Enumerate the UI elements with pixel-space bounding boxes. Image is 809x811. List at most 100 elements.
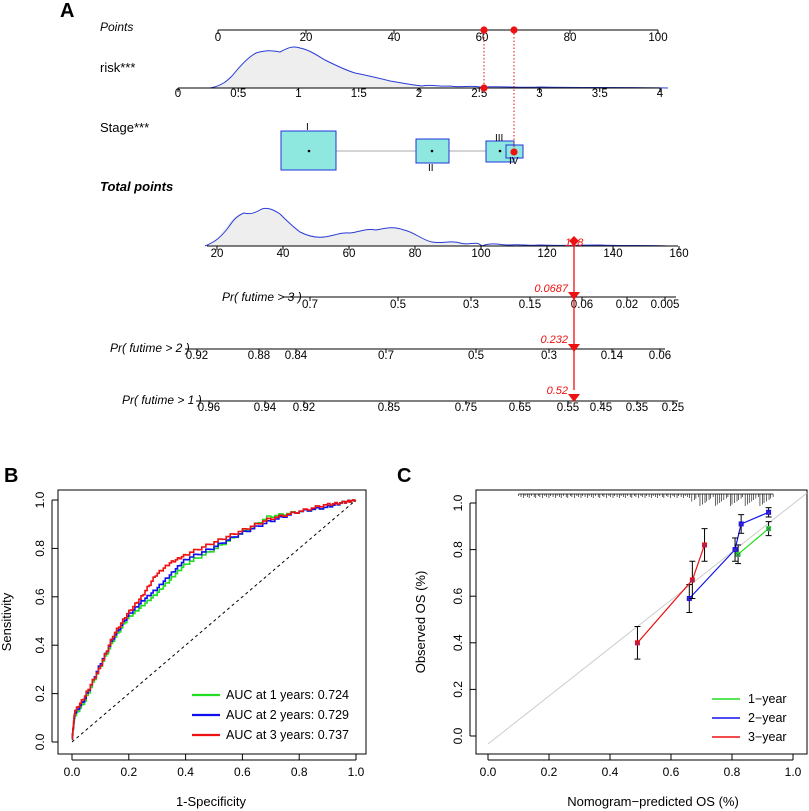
pr1-prediction: 0.52 — [547, 385, 568, 397]
calibration-point — [766, 509, 772, 515]
cal-y-tick-label: 1.0 — [451, 494, 465, 511]
total-tick-label: 160 — [669, 248, 688, 260]
total-tick-label: 60 — [343, 248, 356, 260]
roc-legend-3: AUC at 3 years: 0.737 — [226, 728, 349, 742]
pr1-tick-label: 0.25 — [662, 402, 684, 414]
stage-level-i: I — [306, 122, 309, 133]
pr2-tick-label: 0.88 — [248, 350, 270, 362]
pr2-arrow — [568, 344, 580, 352]
stage-level-iv: IV — [509, 156, 519, 167]
pr3-tick-label: 0.02 — [616, 299, 638, 311]
calibration-panel: C 0.0 0.0 0.2 0.2 0.4 0.4 0.6 0.6 0.8 0.8 1.0 1.0 ×… — [397, 465, 808, 809]
stage-center-ii — [430, 149, 434, 153]
stage-points-marker — [510, 26, 518, 34]
total-points-label: Total points — [100, 179, 173, 194]
cal-x-tick-label: 0.8 — [724, 765, 741, 779]
panel-c-label: C — [397, 465, 411, 487]
points-ticks: 0 20 40 60 80 100 — [215, 30, 668, 44]
points-row-label: Points — [100, 20, 133, 34]
calibration-point — [766, 526, 772, 532]
calibration-point-x: × — [702, 540, 707, 550]
total-tick-label: 20 — [211, 248, 224, 260]
pr2-tick-label: 0.06 — [649, 350, 671, 362]
roc-curve-1 — [71, 499, 356, 741]
total-tick-label: 120 — [537, 248, 556, 260]
total-points-value: 128 — [565, 237, 584, 249]
total-tick-label: 80 — [409, 248, 422, 260]
cal-y-tick-label: 0.2 — [451, 681, 465, 698]
cal-y-tick-label: 0.4 — [451, 634, 465, 651]
calibration-series: ××××××××× — [634, 507, 772, 660]
roc-x-tick-label: 1.0 — [348, 765, 365, 779]
cal-x-tick-label: 0.2 — [541, 765, 558, 779]
pr1-arrow — [568, 394, 580, 402]
roc-legend-1: AUC at 1 years: 0.724 — [226, 688, 349, 702]
pr3-tick-label: 0.005 — [651, 299, 680, 311]
pr3-tick-label: 0.15 — [519, 299, 541, 311]
calibration-point-x: × — [635, 638, 640, 648]
total-density-curve — [204, 207, 669, 247]
total-tick-label: 100 — [471, 248, 490, 260]
pr2-tick-label: 0.14 — [601, 350, 624, 362]
calibration-point-x: × — [739, 519, 744, 529]
risk-points-marker — [480, 26, 488, 34]
risk-density-fill — [212, 46, 480, 88]
pr3-ticks: 0.7 0.5 0.3 0.15 0.06 0.02 0.005 — [302, 297, 679, 311]
pr1-tick-label: 0.75 — [455, 402, 477, 414]
pr1-tick-label: 0.55 — [557, 402, 579, 414]
roc-legend: AUC at 1 years: 0.724 AUC at 2 years: 0.… — [192, 688, 349, 742]
roc-legend-2: AUC at 2 years: 0.729 — [226, 708, 349, 722]
risk-tick-label: 0 — [175, 88, 181, 100]
roc-curves — [71, 499, 356, 741]
pr2-tick-label: 0.84 — [285, 350, 308, 362]
roc-axes: 0.0 0.0 0.2 0.2 0.4 0.4 0.6 0.6 0.8 0.8 1.0 1.0 — [33, 491, 365, 779]
roc-x-tick-label: 0.6 — [234, 765, 251, 779]
calibration-rug — [518, 493, 774, 506]
risk-ticks: 0 0.5 1 1.5 2 2.5 3 3.5 4 — [175, 88, 664, 100]
pr3-tick-label: 0.5 — [390, 299, 406, 311]
roc-x-tick-label: 0.0 — [64, 765, 81, 779]
pr1-row-label: Pr( futime > 1 ) — [122, 393, 202, 407]
calibration-plot-frame — [475, 489, 808, 755]
pr3-tick-label: 0.3 — [463, 299, 479, 311]
points-tick-label: 100 — [648, 32, 667, 44]
pr2-row-label: Pr( futime > 2 ) — [110, 341, 190, 355]
cal-x-tick-label: 0.6 — [663, 765, 680, 779]
calibration-ideal-line — [487, 492, 808, 745]
risk-tick-label: 1 — [295, 88, 301, 100]
roc-y-tick-label: 1.0 — [33, 491, 47, 508]
risk-tick-label: 4 — [657, 88, 664, 100]
calibration-axes: 0.0 0.0 0.2 0.2 0.4 0.4 0.6 0.6 0.8 0.8 1.0 1.0 — [451, 494, 802, 779]
roc-x-tick-label: 0.2 — [120, 765, 137, 779]
pr1-tick-label: 0.85 — [378, 402, 400, 414]
roc-curve-3 — [71, 499, 356, 740]
cal-x-tick-label: 1.0 — [785, 765, 802, 779]
pr2-tick-label: 0.3 — [541, 350, 557, 362]
calibration-point — [735, 551, 741, 557]
calibration-point — [634, 640, 640, 646]
points-tick-label: 80 — [564, 32, 577, 44]
calibration-point — [689, 577, 695, 583]
pr1-ticks: 0.96 0.94 0.92 0.85 0.75 0.65 0.55 0.45 0.35 0.25 — [198, 401, 684, 414]
cal-y-tick-label: 0.0 — [451, 727, 465, 744]
risk-tick-label: 3 — [536, 88, 542, 100]
points-tick-label: 40 — [388, 32, 401, 44]
calibration-point — [686, 596, 692, 602]
pr3-tick-label: 0.06 — [571, 299, 593, 311]
calibration-x-label: Nomogram−predicted OS (%) — [567, 794, 739, 809]
risk-tick-label: 1.5 — [351, 88, 367, 100]
calibration-line-2 — [688, 511, 769, 599]
total-density-fill — [210, 209, 470, 246]
roc-y-tick-label: 0.8 — [33, 540, 47, 557]
risk-tick-label: 0.5 — [230, 88, 246, 100]
roc-x-tick-label: 0.4 — [177, 765, 194, 779]
risk-row-label: risk*** — [100, 60, 135, 75]
calibration-y-label: Observed OS (%) — [413, 571, 428, 674]
pr1-tick-label: 0.65 — [509, 402, 531, 414]
stage-level-ii: II — [428, 163, 434, 174]
cal-legend-2: 2−year — [748, 711, 787, 725]
roc-plot-frame — [57, 489, 367, 755]
pr3-row-label: Pr( futime > 3 ) — [222, 290, 302, 304]
risk-tick-label: 3.5 — [592, 88, 608, 100]
roc-y-label: Sensitivity — [0, 592, 14, 651]
